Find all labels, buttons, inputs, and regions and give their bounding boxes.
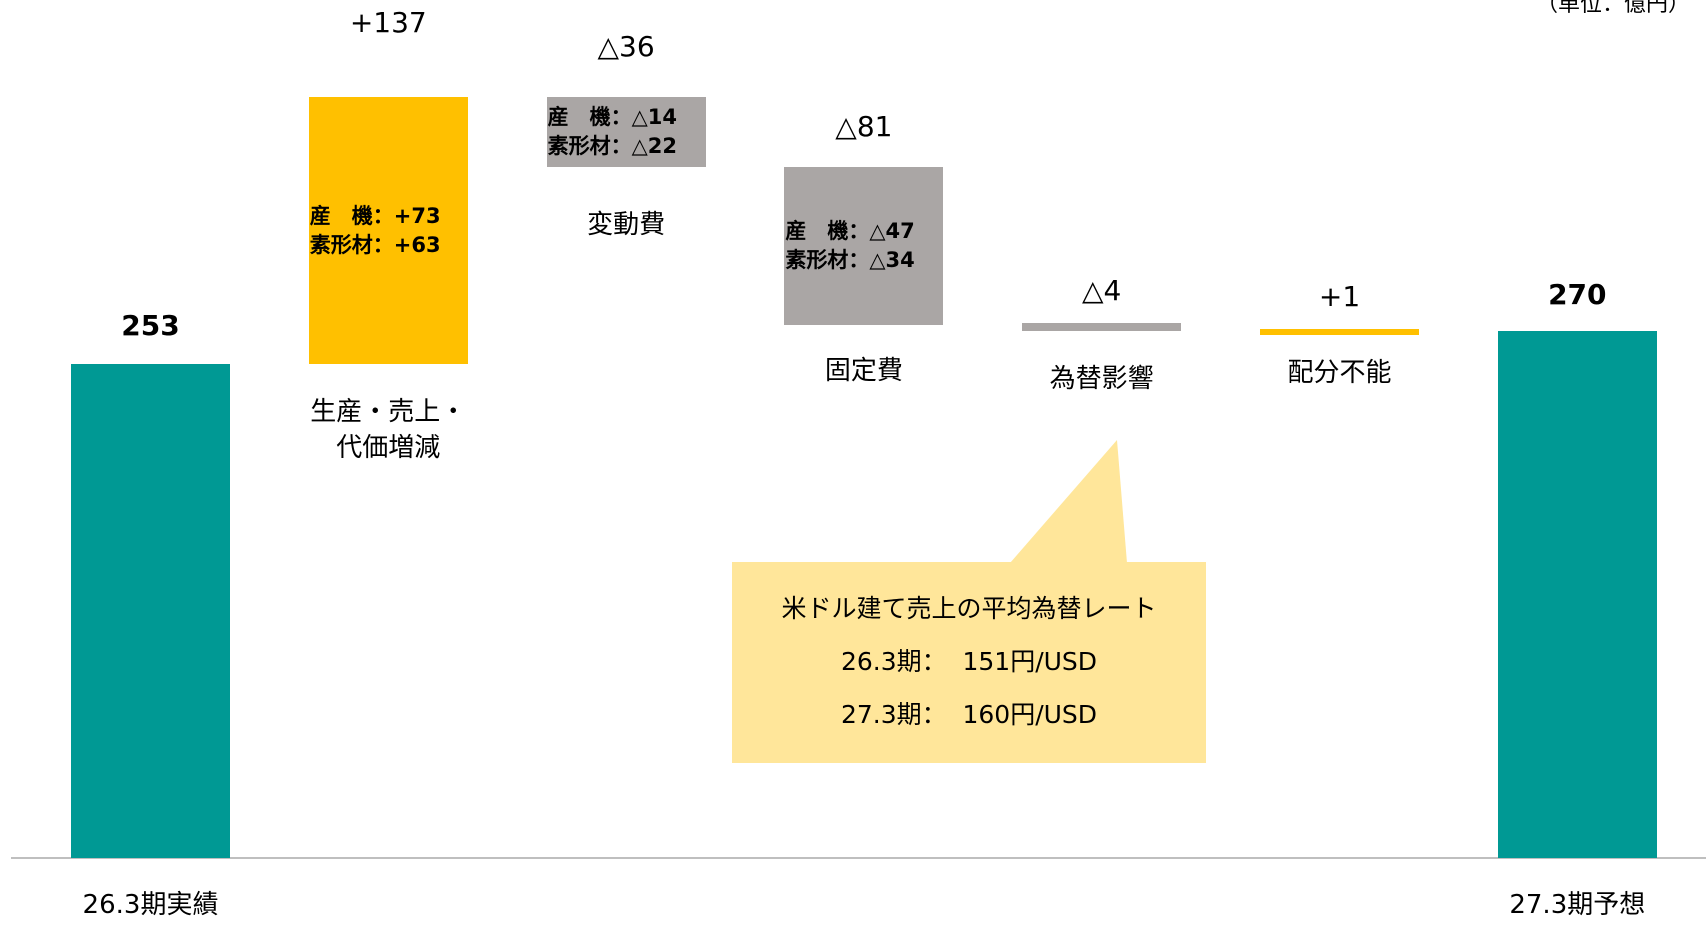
- category-label: 26.3期実績: [82, 890, 219, 920]
- breakdown-label: 産 機：+73: [309, 203, 441, 228]
- value-label: +1: [1318, 280, 1361, 314]
- breakdown-label: 素形材：△34: [785, 248, 915, 273]
- category-label: 27.3期予想: [1509, 890, 1646, 920]
- breakdown-label: 産 機：△14: [547, 105, 677, 130]
- breakdown-label: 素形材：△22: [547, 134, 677, 159]
- bar: [1497, 331, 1657, 858]
- bar: [546, 97, 706, 168]
- value-label: 253: [121, 309, 180, 343]
- baseline: [11, 857, 1706, 859]
- value-label: 270: [1548, 278, 1607, 312]
- callout-line: 26.3期： 151円/USD: [840, 647, 1098, 676]
- value-label: △81: [835, 110, 893, 144]
- category-label: 生産・売上・ 代価増減: [310, 397, 467, 464]
- callout-pointer-shape: [1010, 440, 1127, 563]
- breakdown-label: 産 機：△47: [785, 219, 915, 244]
- value-label: △36: [597, 30, 655, 63]
- bar: [1022, 323, 1182, 332]
- callout: 米ドル建て売上の平均為替レート 26.3期： 151円/USD 27.3期： 1…: [732, 562, 1206, 763]
- callout-line: 27.3期： 160円/USD: [840, 700, 1098, 729]
- value-label: △4: [1082, 274, 1122, 308]
- category-label: 配分不能: [1287, 358, 1392, 389]
- bar: [784, 167, 944, 326]
- bar: [71, 364, 230, 858]
- value-label: +137: [349, 6, 427, 39]
- callout-line: 米ドル建て売上の平均為替レート: [781, 594, 1157, 623]
- category-label: 固定費: [824, 356, 903, 387]
- category-label: 変動費: [587, 210, 666, 241]
- bar: [308, 97, 468, 365]
- unit-note: （単位：億円）: [1535, 0, 1690, 17]
- breakdown-label: 素形材：+63: [309, 232, 441, 257]
- category-label: 為替影響: [1049, 364, 1154, 395]
- bar: [1260, 329, 1419, 336]
